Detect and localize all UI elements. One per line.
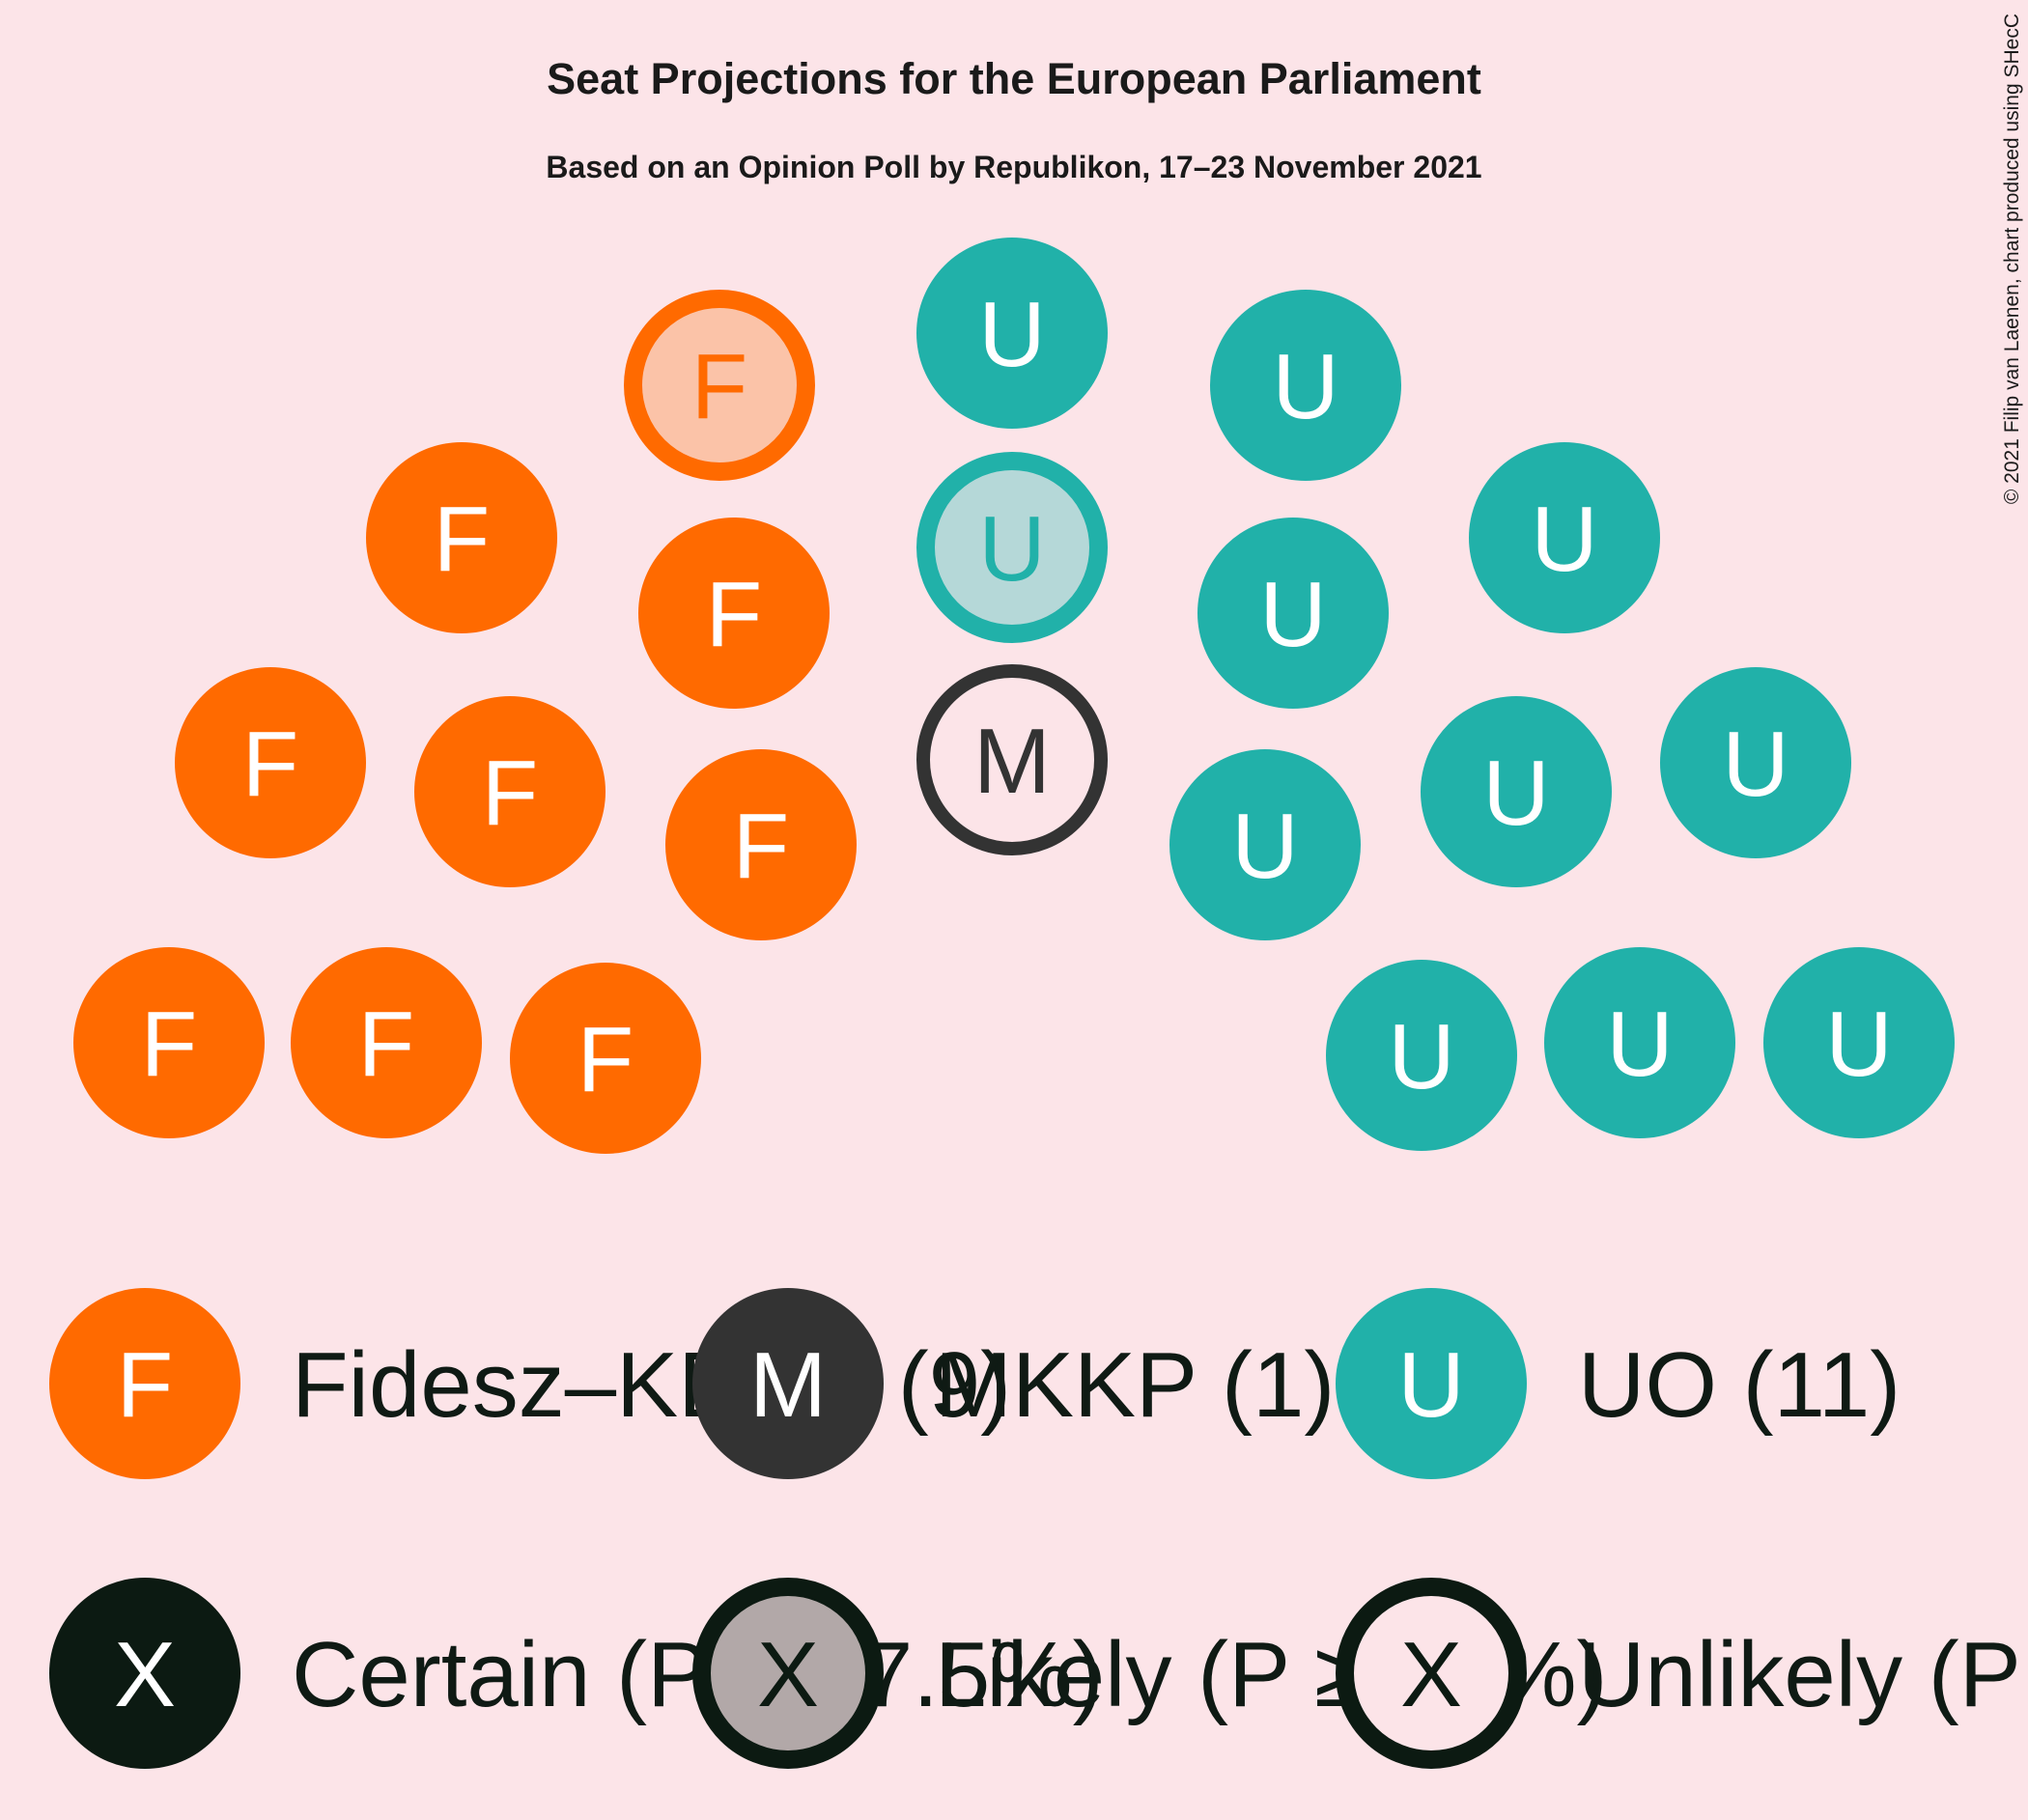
seat-letter: F xyxy=(434,488,491,591)
seat-f-likely: F xyxy=(624,290,815,481)
seat-circle xyxy=(916,452,1108,643)
seat-circle xyxy=(665,749,857,940)
seat-circle xyxy=(1544,947,1735,1138)
legend-swatch xyxy=(1336,1288,1527,1479)
seat-circle xyxy=(510,963,701,1154)
seat-letter: U xyxy=(1482,742,1549,845)
seat-u-certain: U xyxy=(1469,442,1660,633)
seat-circle xyxy=(291,947,482,1138)
chart-title: Seat Projections for the European Parlia… xyxy=(547,54,1481,103)
certainty-swatch xyxy=(49,1578,240,1769)
seat-circle xyxy=(916,238,1108,429)
seat-circle xyxy=(414,696,606,887)
legend-item-u: U UO (11) xyxy=(1336,1288,1901,1479)
seat-letter: U xyxy=(1825,993,1892,1096)
seat-letter: U xyxy=(1259,563,1326,666)
seat-circle xyxy=(1197,518,1389,709)
seat-circle xyxy=(1210,290,1401,481)
legend-label: UO (11) xyxy=(1578,1333,1901,1437)
seat-u-certain: U xyxy=(916,238,1108,429)
seat-letter: U xyxy=(978,497,1045,601)
seat-circle xyxy=(73,947,265,1138)
seat-letter: U xyxy=(978,283,1045,386)
seat-u-certain: U xyxy=(1544,947,1735,1138)
seat-letter: U xyxy=(1531,488,1597,591)
seat-circle xyxy=(1169,749,1361,940)
seat-u-certain: U xyxy=(1197,518,1389,709)
certainty-item-unlikely: X Unlikely (P < 50%) xyxy=(1336,1578,2028,1769)
seat-letter: U xyxy=(1388,1005,1454,1108)
legend-swatch-letter: F xyxy=(117,1333,174,1437)
seat-circle xyxy=(638,518,830,709)
seat-f-certain: F xyxy=(175,667,366,858)
seat-u-certain: U xyxy=(1421,696,1612,887)
certainty-swatch-letter: X xyxy=(1400,1623,1462,1726)
certainty-swatch-letter: X xyxy=(757,1623,819,1726)
legend-item-f: F Fidesz–KDNP (9) xyxy=(49,1288,1011,1479)
certainty-swatch xyxy=(1336,1578,1527,1769)
seat-u-certain: U xyxy=(1169,749,1361,940)
seat-u-certain: U xyxy=(1763,947,1955,1138)
seat-u-certain: U xyxy=(1326,960,1517,1151)
seat-circle xyxy=(1763,947,1955,1138)
seat-f-certain: F xyxy=(414,696,606,887)
seat-letter: U xyxy=(1722,713,1789,816)
legend-swatch xyxy=(49,1288,240,1479)
seat-letter: F xyxy=(733,795,790,898)
seat-f-certain: F xyxy=(510,963,701,1154)
copyright-notice: © 2021 Filip van Laenen, chart produced … xyxy=(2001,14,2023,504)
seat-circle xyxy=(1469,442,1660,633)
legend-swatch-letter: M xyxy=(749,1333,827,1437)
seat-f-certain: F xyxy=(291,947,482,1138)
legend-item-m: M MKKP (1) xyxy=(692,1288,1335,1479)
seat-circle xyxy=(1660,667,1851,858)
certainty-swatch xyxy=(692,1578,884,1769)
seat-arc: F F F F F F F F F U U M U U U U U U U U U xyxy=(73,238,1955,1154)
seat-letter: F xyxy=(141,993,198,1096)
seat-circle xyxy=(916,664,1108,855)
seat-u-likely: U xyxy=(916,452,1108,643)
certainty-swatch-letter: X xyxy=(114,1623,176,1726)
seat-circle xyxy=(1326,960,1517,1151)
seat-letter: F xyxy=(242,713,299,816)
seat-letter: M xyxy=(973,710,1051,813)
legend-label: Fidesz–KDNP (9) xyxy=(292,1333,1011,1437)
seat-letter: F xyxy=(358,993,415,1096)
legend-label: MKKP (1) xyxy=(935,1333,1335,1437)
seat-letter: F xyxy=(691,335,748,438)
seat-f-certain: F xyxy=(638,518,830,709)
seat-u-certain: U xyxy=(1210,290,1401,481)
seat-letter: F xyxy=(482,742,539,845)
seat-letter: U xyxy=(1606,993,1673,1096)
legend-swatch xyxy=(692,1288,884,1479)
seat-f-certain: F xyxy=(366,442,557,633)
seat-circle xyxy=(366,442,557,633)
seat-circle xyxy=(624,290,815,481)
seat-f-certain: F xyxy=(73,947,265,1138)
party-legend: F Fidesz–KDNP (9)M MKKP (1) U UO (11) xyxy=(49,1288,1901,1479)
seat-m-unlikely: M xyxy=(916,664,1108,855)
seat-circle xyxy=(175,667,366,858)
legend-swatch-letter: U xyxy=(1397,1333,1464,1437)
seat-letter: F xyxy=(577,1008,634,1111)
seat-letter: U xyxy=(1231,795,1298,898)
seat-letter: U xyxy=(1272,335,1338,438)
seat-letter: F xyxy=(706,563,763,666)
seat-f-certain: F xyxy=(665,749,857,940)
certainty-label: Unlikely (P < 50%) xyxy=(1578,1623,2028,1726)
seat-circle xyxy=(1421,696,1612,887)
seat-u-certain: U xyxy=(1660,667,1851,858)
chart-subtitle: Based on an Opinion Poll by Republikon, … xyxy=(546,150,1481,184)
